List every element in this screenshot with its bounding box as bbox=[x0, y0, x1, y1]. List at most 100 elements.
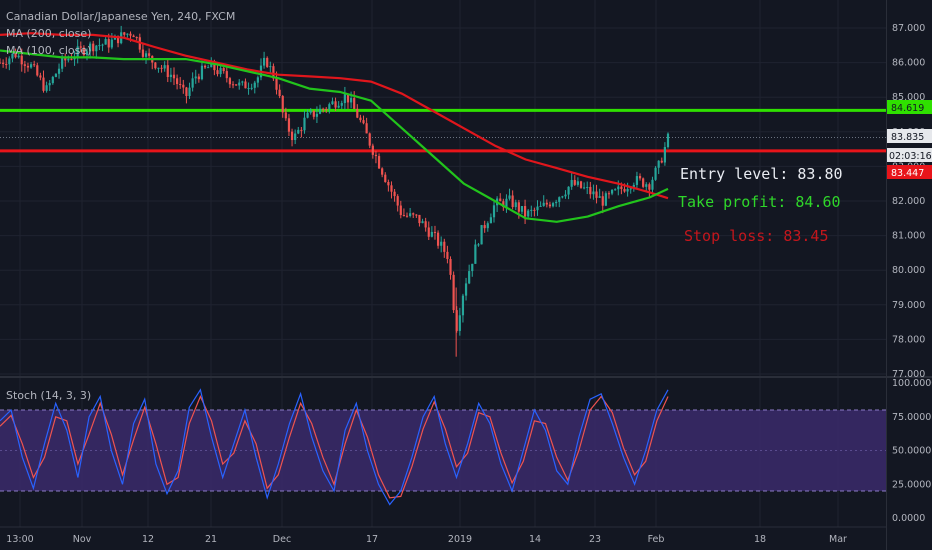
candle-body bbox=[163, 65, 166, 69]
candle-body bbox=[216, 70, 219, 75]
candle-body bbox=[421, 221, 424, 224]
time-tick-label: 13:00 bbox=[6, 534, 33, 545]
candle-body bbox=[2, 62, 5, 64]
candle-body bbox=[8, 58, 11, 65]
candle-body bbox=[303, 117, 306, 131]
candle-body bbox=[207, 67, 210, 69]
candle-body bbox=[266, 57, 269, 67]
candle-body bbox=[101, 44, 104, 46]
candle-body bbox=[225, 71, 228, 79]
candle-body bbox=[340, 103, 343, 106]
candle-body bbox=[203, 65, 207, 68]
candle-body bbox=[610, 189, 614, 194]
candle-body bbox=[309, 110, 312, 113]
candle-body bbox=[57, 68, 61, 74]
candle-body bbox=[141, 49, 145, 57]
candle-body bbox=[175, 78, 179, 85]
moving-averages bbox=[0, 32, 669, 223]
candle-body bbox=[660, 160, 663, 163]
stop-loss-badge-text: 83.447 bbox=[891, 168, 924, 179]
candle-body bbox=[200, 65, 204, 80]
price-tick-label: 80.000 bbox=[892, 265, 925, 276]
candle-body bbox=[629, 188, 632, 190]
candle-body bbox=[489, 217, 493, 224]
candle-body bbox=[517, 202, 520, 212]
candle-body bbox=[306, 112, 309, 118]
candle-body bbox=[61, 56, 64, 69]
price-axis[interactable]: 87.00086.00085.00084.00083.00082.00081.0… bbox=[892, 23, 925, 380]
candle-body bbox=[573, 179, 576, 185]
candle-body bbox=[262, 57, 266, 66]
price-tick-label: 81.000 bbox=[892, 231, 925, 242]
candle-body bbox=[0, 62, 2, 64]
candle-body bbox=[492, 205, 496, 218]
stoch-tick-label: 100.0000 bbox=[892, 378, 932, 389]
candle-body bbox=[505, 198, 508, 208]
candle-body bbox=[365, 123, 368, 134]
candle-body bbox=[51, 76, 54, 84]
stoch-axis[interactable]: 100.0000 75.0000 50.0000 25.0000 0.0000 bbox=[892, 378, 932, 524]
candle-body bbox=[464, 283, 468, 296]
candle-body bbox=[508, 195, 511, 199]
price-tick-label: 78.000 bbox=[892, 334, 925, 345]
candle-body bbox=[284, 112, 287, 119]
candle-body bbox=[315, 113, 319, 117]
stop-loss-badge: 83.447 bbox=[887, 165, 932, 179]
candle-body bbox=[598, 196, 601, 198]
stoch-legend[interactable]: Stoch (14, 3, 3) bbox=[6, 389, 91, 402]
symbol-title[interactable]: Canadian Dollar/Japanese Yen, 240, FXCM bbox=[6, 10, 235, 23]
take-profit-badge: 84.619 bbox=[887, 100, 932, 114]
stop-loss-annotation: Stop loss: 83.45 bbox=[684, 227, 829, 245]
take-profit-badge-text: 84.619 bbox=[891, 103, 924, 114]
candle-body bbox=[325, 108, 328, 110]
candle-body bbox=[116, 35, 120, 44]
candle-body bbox=[604, 193, 607, 206]
candle-body bbox=[607, 193, 611, 195]
candle-body bbox=[107, 39, 110, 48]
candle-body bbox=[654, 167, 657, 180]
time-tick-label: 18 bbox=[754, 534, 766, 545]
candle-body bbox=[523, 206, 527, 217]
candle-body bbox=[172, 74, 176, 79]
candle-body bbox=[179, 84, 182, 86]
stoch-lines bbox=[0, 388, 669, 506]
candle-body bbox=[455, 310, 458, 331]
candle-body bbox=[412, 213, 415, 215]
price-tick-label: 82.000 bbox=[892, 196, 925, 207]
candle-body bbox=[247, 88, 250, 90]
candle-body bbox=[328, 104, 331, 110]
candle-body bbox=[194, 76, 197, 79]
candle-body bbox=[191, 78, 194, 88]
candle-body bbox=[36, 65, 39, 76]
candle-body bbox=[368, 133, 371, 146]
ma100-line bbox=[0, 49, 669, 223]
candle-body bbox=[349, 98, 353, 103]
candle-body bbox=[188, 87, 191, 96]
candle-body bbox=[160, 67, 163, 69]
candle-body bbox=[635, 176, 639, 185]
price-tick-label: 87.000 bbox=[892, 23, 925, 34]
candle-body bbox=[290, 131, 294, 141]
candle-body bbox=[5, 63, 8, 65]
candle-body bbox=[70, 58, 73, 60]
candle-body bbox=[222, 68, 225, 72]
time-tick-label: 23 bbox=[589, 534, 601, 545]
ma100-legend[interactable]: MA (100, close) bbox=[6, 44, 91, 57]
candle-body bbox=[353, 98, 356, 109]
countdown-badge-text: 02:03:16 bbox=[889, 151, 932, 162]
candle-body bbox=[275, 78, 278, 90]
candle-body bbox=[110, 39, 113, 48]
candle-body bbox=[64, 56, 67, 61]
candle-body bbox=[312, 110, 315, 117]
time-tick-label: Nov bbox=[73, 534, 92, 545]
candle-body bbox=[359, 117, 362, 121]
candle-body bbox=[269, 66, 272, 68]
time-axis[interactable]: 13:00 Nov 12 21 Dec 17 2019 14 23 Feb 18 Mar bbox=[6, 534, 847, 545]
price-tick-label: 86.000 bbox=[892, 58, 925, 69]
candle-body bbox=[645, 184, 648, 187]
candle-body bbox=[144, 53, 148, 57]
candle-body bbox=[23, 64, 26, 66]
ma200-legend[interactable]: MA (200, close) bbox=[6, 27, 91, 40]
candle-body bbox=[418, 214, 421, 224]
